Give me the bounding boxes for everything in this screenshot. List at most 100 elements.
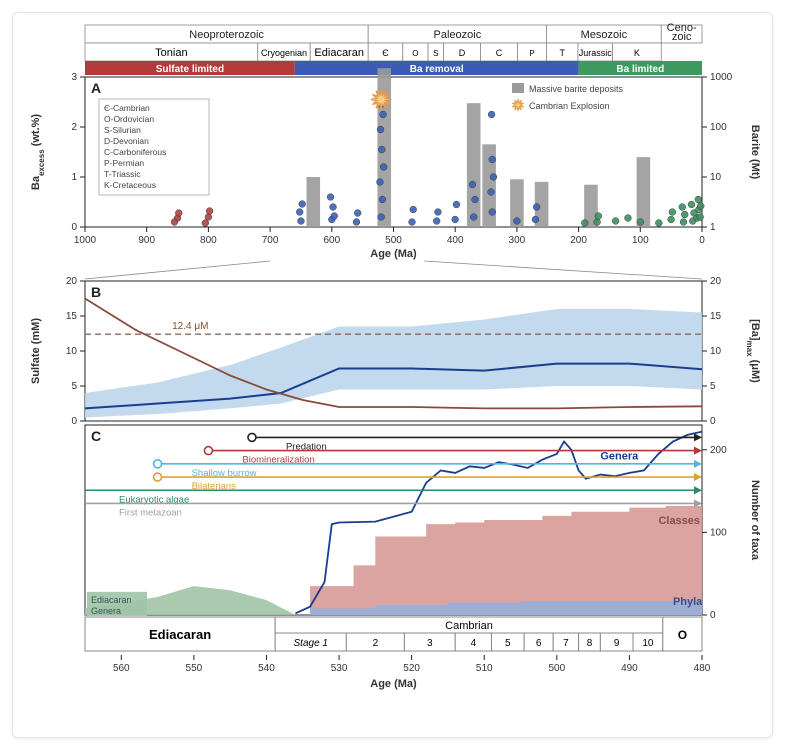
svg-text:Tonian: Tonian: [155, 47, 187, 59]
data-point: [409, 219, 416, 226]
data-point: [435, 209, 442, 216]
data-point: [452, 216, 459, 223]
svg-text:1: 1: [71, 172, 77, 183]
svg-text:Є: Є: [382, 48, 389, 58]
svg-text:20: 20: [66, 276, 78, 287]
svg-text:A: A: [91, 80, 101, 96]
svg-text:15: 15: [66, 311, 78, 322]
data-point: [171, 219, 178, 226]
svg-text:Neoproterozoic: Neoproterozoic: [189, 29, 264, 41]
data-point: [377, 126, 384, 133]
data-point: [697, 203, 704, 210]
svg-text:490: 490: [621, 663, 638, 674]
svg-text:800: 800: [200, 235, 217, 246]
data-point: [669, 209, 676, 216]
data-point: [490, 174, 497, 181]
svg-text:Ediacaran: Ediacaran: [149, 627, 211, 642]
svg-text:100: 100: [710, 122, 727, 133]
svg-text:300: 300: [509, 235, 526, 246]
svg-text:Baexcess (wt.%): Baexcess (wt.%): [30, 114, 46, 191]
svg-text:3: 3: [71, 72, 77, 83]
data-point: [378, 214, 385, 221]
svg-text:Age (Ma): Age (Ma): [370, 678, 417, 690]
svg-text:6: 6: [536, 638, 542, 649]
data-point: [377, 179, 384, 186]
svg-text:Mesozoic: Mesozoic: [581, 29, 628, 41]
svg-text:Sulfate limited: Sulfate limited: [156, 64, 224, 75]
figure-svg: NeoproterozoicPaleozoicMesozoicCeno-zoic…: [21, 21, 766, 729]
svg-text:1000: 1000: [710, 72, 733, 83]
svg-text:P-Permian: P-Permian: [104, 158, 144, 168]
svg-text:200: 200: [710, 445, 727, 456]
svg-text:5: 5: [505, 638, 511, 649]
svg-text:4: 4: [471, 638, 477, 649]
svg-text:1: 1: [710, 222, 716, 233]
svg-text:D: D: [459, 48, 466, 58]
data-point: [655, 220, 662, 227]
data-point: [489, 156, 496, 163]
data-point: [533, 204, 540, 211]
svg-text:O-Ordovician: O-Ordovician: [104, 114, 154, 124]
svg-text:100: 100: [632, 235, 649, 246]
barite-bar: [637, 157, 651, 227]
svg-text:Paleozoic: Paleozoic: [434, 29, 482, 41]
svg-text:K: K: [634, 48, 640, 58]
data-point: [469, 181, 476, 188]
svg-text:Ba limited: Ba limited: [616, 64, 664, 75]
data-point: [202, 220, 209, 227]
svg-text:C: C: [496, 48, 503, 58]
svg-text:3: 3: [427, 638, 433, 649]
svg-text:C: C: [91, 428, 101, 444]
data-point: [688, 201, 695, 208]
svg-text:510: 510: [476, 663, 493, 674]
data-point: [595, 213, 602, 220]
data-point: [695, 196, 702, 203]
data-point: [488, 189, 495, 196]
svg-text:Cambrian Explosion: Cambrian Explosion: [529, 101, 610, 111]
svg-text:Phyla: Phyla: [673, 596, 703, 608]
svg-text:0: 0: [71, 222, 77, 233]
svg-text:zoic: zoic: [672, 31, 692, 43]
svg-text:Classes: Classes: [658, 515, 700, 527]
svg-text:Jurassic: Jurassic: [579, 48, 613, 58]
svg-text:10: 10: [710, 346, 722, 357]
data-point: [453, 201, 460, 208]
svg-text:0: 0: [699, 235, 705, 246]
svg-text:Cambrian: Cambrian: [445, 620, 493, 632]
data-point: [378, 146, 385, 153]
svg-text:480: 480: [694, 663, 711, 674]
svg-text:20: 20: [710, 276, 722, 287]
data-point: [380, 111, 387, 118]
barite-bar: [307, 177, 321, 227]
svg-text:560: 560: [113, 663, 130, 674]
svg-text:0: 0: [71, 416, 77, 427]
data-point: [380, 164, 387, 171]
svg-text:Sulfate (mM): Sulfate (mM): [30, 318, 42, 384]
data-point: [488, 111, 495, 118]
data-point: [330, 204, 337, 211]
svg-text:Age (Ma): Age (Ma): [370, 248, 417, 260]
data-point: [327, 194, 334, 201]
data-point: [532, 216, 539, 223]
svg-text:O: O: [412, 49, 418, 58]
svg-text:7: 7: [563, 638, 569, 649]
data-point: [679, 204, 686, 211]
data-point: [581, 220, 588, 227]
legend-right: Massive barite depositsCambrian Explosio…: [512, 83, 624, 111]
data-point: [353, 219, 360, 226]
data-point: [668, 216, 675, 223]
data-point: [298, 218, 305, 225]
svg-text:[Ba]max (μM): [Ba]max (μM): [746, 319, 762, 383]
svg-text:500: 500: [385, 235, 402, 246]
data-point: [680, 219, 687, 226]
data-point: [625, 215, 632, 222]
svg-text:Cryogenian: Cryogenian: [261, 48, 307, 58]
data-point: [299, 201, 306, 208]
svg-text:600: 600: [323, 235, 340, 246]
svg-text:Ba removal: Ba removal: [410, 64, 464, 75]
svg-text:520: 520: [403, 663, 420, 674]
data-point: [472, 196, 479, 203]
data-point: [470, 214, 477, 221]
svg-text:2: 2: [71, 122, 77, 133]
era-header: NeoproterozoicPaleozoicMesozoicCeno-zoic…: [85, 22, 702, 75]
